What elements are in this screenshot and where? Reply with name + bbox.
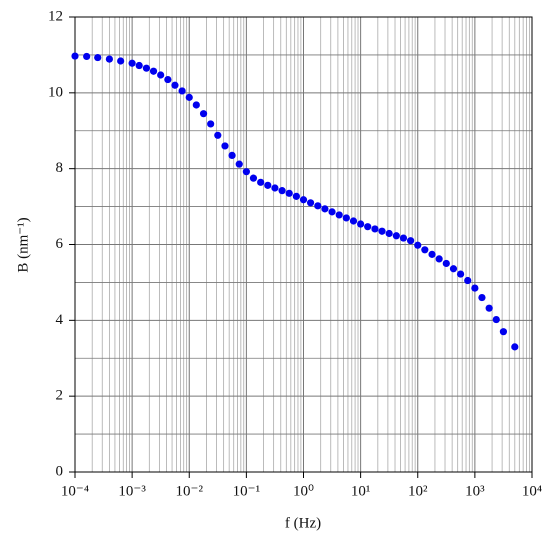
data-point (171, 81, 179, 89)
data-point (94, 53, 102, 62)
data-point (385, 229, 393, 238)
data-point (442, 259, 450, 268)
data-point (207, 120, 215, 128)
data-point (228, 151, 236, 159)
data-point (314, 202, 322, 210)
y-tick-label: 4 (56, 312, 64, 328)
data-point (157, 71, 165, 79)
data-point (292, 192, 300, 200)
data-point (399, 234, 408, 242)
data-point (257, 178, 265, 186)
data-point (349, 217, 358, 225)
data-point (464, 276, 472, 285)
y-tick-label: 0 (56, 463, 64, 479)
data-point (335, 211, 343, 219)
data-point (342, 214, 350, 222)
data-point (471, 284, 479, 292)
data-point (392, 232, 400, 240)
x-tick-label: 10⁰ (293, 483, 314, 499)
data-point (264, 181, 272, 189)
x-tick-label: 10⁻² (176, 483, 204, 499)
data-point (499, 328, 508, 336)
y-tick-label: 6 (56, 236, 64, 252)
data-point (456, 270, 465, 278)
data-point (149, 67, 158, 75)
x-tick-label: 10⁻¹ (233, 483, 260, 499)
data-point (185, 93, 193, 101)
y-tick-label: 12 (48, 8, 63, 24)
x-tick-label: 10² (408, 483, 428, 499)
data-point (214, 131, 222, 139)
data-point (164, 75, 172, 84)
data-point (485, 304, 493, 312)
x-tick-label: 10³ (465, 483, 485, 499)
data-point (142, 64, 151, 72)
data-point (71, 52, 79, 60)
data-point (249, 174, 258, 182)
data-point (135, 61, 143, 70)
data-point (364, 223, 372, 231)
data-point (407, 237, 415, 245)
data-point (435, 255, 443, 263)
x-axis-label: f (Hz) (285, 515, 321, 531)
data-point (278, 187, 286, 195)
data-point (306, 199, 315, 207)
data-point (178, 87, 186, 95)
data-point (421, 246, 429, 254)
data-point (221, 142, 229, 150)
data-point (83, 52, 91, 61)
data-point (242, 168, 250, 176)
y-tick-label: 10 (48, 84, 63, 100)
y-tick-label: 8 (56, 160, 64, 176)
data-point (371, 225, 379, 233)
x-tick-label: 10⁻⁴ (61, 483, 89, 499)
y-tick-label: 2 (56, 388, 64, 404)
data-point (492, 315, 500, 324)
data-point (449, 265, 458, 273)
plot-frame (74, 16, 533, 473)
data-point (414, 241, 422, 249)
data-point (321, 205, 329, 213)
data-point (199, 110, 208, 118)
data-point (328, 208, 336, 216)
data-point (271, 184, 279, 192)
x-tick-label: 10⁴ (522, 483, 542, 499)
data-point (357, 220, 365, 228)
data-point (128, 59, 136, 67)
x-tick-label: 10¹ (351, 483, 371, 499)
data-point (117, 57, 125, 65)
data-point (299, 196, 308, 204)
data-point (378, 227, 386, 235)
data-point (285, 189, 293, 197)
y-axis-label: B (nm⁻¹) (15, 217, 31, 272)
data-point (428, 250, 436, 258)
x-tick-label: 10⁻³ (118, 483, 146, 499)
data-point (511, 343, 519, 351)
data-point (478, 293, 486, 302)
data-point (192, 101, 200, 109)
data-point (105, 55, 113, 63)
data-point (235, 160, 243, 168)
